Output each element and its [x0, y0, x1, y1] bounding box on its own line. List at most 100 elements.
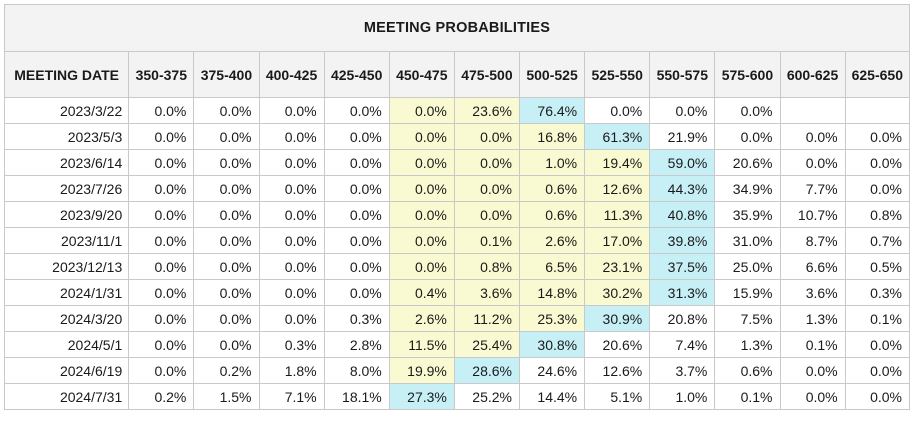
table-row: 2024/6/19 0.0% 0.2% 1.8% 8.0% 19.9% 28.6% 24.6%…	[3, 357, 911, 384]
probability-cell: 0.0%	[193, 149, 260, 176]
probability-cell: 31.0%	[714, 227, 781, 254]
probability-cell: 2.8%	[323, 331, 390, 358]
probability-cell: 0.5%	[844, 253, 911, 280]
probability-cell: 0.7%	[844, 227, 911, 254]
probability-cell: 7.5%	[714, 305, 781, 332]
column-header-550-575: 550-575	[649, 51, 716, 98]
probability-cell: 34.9%	[714, 175, 781, 202]
probability-cell: 7.7%	[779, 175, 846, 202]
probability-cell	[844, 97, 911, 124]
probability-cell: 1.0%	[518, 149, 586, 176]
probability-cell: 40.8%	[649, 201, 716, 228]
probability-cell: 24.6%	[518, 357, 586, 384]
probability-cell: 0.1%	[844, 305, 911, 332]
table-row: 2023/7/26 0.0% 0.0% 0.0% 0.0% 0.0% 0.0% 0.6% 12.…	[3, 175, 911, 202]
probability-cell: 0.0%	[779, 383, 846, 410]
probability-cell: 0.0%	[844, 357, 911, 384]
probability-cell: 0.0%	[323, 175, 390, 202]
probability-cell: 0.0%	[193, 253, 260, 280]
probability-cell: 25.2%	[453, 383, 521, 410]
probability-cell: 0.0%	[258, 149, 325, 176]
probability-cell: 0.0%	[128, 175, 195, 202]
probability-cell: 0.0%	[453, 201, 521, 228]
probability-cell: 30.2%	[584, 279, 651, 306]
table-row: 2023/12/13 0.0% 0.0% 0.0% 0.0% 0.0% 0.8% 6.5% 23…	[3, 253, 911, 280]
probability-cell: 14.4%	[518, 383, 586, 410]
probability-cell: 0.4%	[388, 279, 455, 306]
table-row: 2023/9/20 0.0% 0.0% 0.0% 0.0% 0.0% 0.0% 0.6% 11.…	[3, 201, 911, 228]
probability-cell: 23.6%	[453, 97, 521, 124]
table-body: 2023/3/22 0.0% 0.0% 0.0% 0.0% 0.0% 23.6% 76.4% 0…	[3, 97, 911, 410]
probability-cell: 0.0%	[258, 279, 325, 306]
meeting-date-cell: 2023/11/1	[3, 227, 130, 254]
meeting-date-cell: 2024/7/31	[3, 383, 130, 410]
probability-cell: 8.0%	[323, 357, 390, 384]
probability-cell: 0.0%	[258, 201, 325, 228]
probability-cell: 0.0%	[193, 331, 260, 358]
column-header-350-375: 350-375	[128, 51, 195, 98]
probability-cell: 0.0%	[258, 97, 325, 124]
column-header-400-425: 400-425	[258, 51, 325, 98]
probability-cell: 6.5%	[518, 253, 586, 280]
probability-cell: 5.1%	[584, 383, 651, 410]
meeting-date-cell: 2023/7/26	[3, 175, 130, 202]
probability-cell: 16.8%	[518, 123, 586, 150]
probability-cell: 76.4%	[518, 97, 586, 124]
probability-cell: 0.0%	[128, 331, 195, 358]
probability-cell: 28.6%	[453, 357, 521, 384]
probability-cell: 0.0%	[323, 279, 390, 306]
probability-cell: 0.1%	[453, 227, 521, 254]
probability-cell: 20.6%	[714, 149, 781, 176]
probability-cell: 0.0%	[388, 123, 455, 150]
probability-cell: 0.0%	[323, 201, 390, 228]
probability-cell: 0.0%	[128, 123, 195, 150]
probability-cell: 0.0%	[584, 97, 651, 124]
column-header-525-550: 525-550	[584, 51, 651, 98]
probability-cell: 8.7%	[779, 227, 846, 254]
probability-cell: 39.8%	[649, 227, 716, 254]
probability-cell: 0.0%	[844, 383, 911, 410]
probability-cell: 0.0%	[844, 175, 911, 202]
probability-cell: 3.6%	[453, 279, 521, 306]
meeting-date-cell: 2024/3/20	[3, 305, 130, 332]
probability-cell: 1.8%	[258, 357, 325, 384]
table-row: 2023/6/14 0.0% 0.0% 0.0% 0.0% 0.0% 0.0% 1.0% 19.…	[3, 149, 911, 176]
probability-cell: 11.3%	[584, 201, 651, 228]
meeting-date-cell: 2023/6/14	[3, 149, 130, 176]
probability-cell: 1.0%	[649, 383, 716, 410]
probability-cell: 23.1%	[584, 253, 651, 280]
probability-cell: 0.0%	[714, 123, 781, 150]
table-row: 2023/5/3 0.0% 0.0% 0.0% 0.0% 0.0% 0.0% 16.8% 61.…	[3, 123, 911, 150]
probability-cell: 0.0%	[388, 97, 455, 124]
probability-cell: 0.8%	[453, 253, 521, 280]
column-header-row: MEETING DATE 350-375 375-400 400-425 425-450…	[3, 51, 911, 98]
probability-cell: 0.0%	[193, 279, 260, 306]
probability-cell: 15.9%	[714, 279, 781, 306]
probability-cell: 44.3%	[649, 175, 716, 202]
probability-cell: 11.2%	[453, 305, 521, 332]
probability-cell: 0.3%	[323, 305, 390, 332]
table-row: 2024/5/1 0.0% 0.0% 0.3% 2.8% 11.5% 25.4% 30.8% 2…	[3, 331, 911, 358]
meeting-date-cell: 2024/6/19	[3, 357, 130, 384]
column-header-600-625: 600-625	[779, 51, 846, 98]
probability-cell: 0.0%	[128, 227, 195, 254]
probability-cell: 0.2%	[128, 383, 195, 410]
probability-cell: 0.0%	[323, 149, 390, 176]
probability-cell: 0.0%	[323, 97, 390, 124]
probabilities-panel: MEETING PROBABILITIES MEETING DATE 350-37…	[3, 4, 911, 410]
probability-cell: 14.8%	[518, 279, 586, 306]
probability-cell: 0.0%	[258, 305, 325, 332]
probability-cell: 0.0%	[128, 253, 195, 280]
column-header-575-600: 575-600	[714, 51, 781, 98]
probability-cell: 25.4%	[453, 331, 521, 358]
meeting-date-cell: 2023/9/20	[3, 201, 130, 228]
probability-cell: 0.0%	[388, 253, 455, 280]
probability-cell: 0.0%	[258, 253, 325, 280]
probability-cell: 25.0%	[714, 253, 781, 280]
table-row: 2024/7/31 0.2% 1.5% 7.1% 18.1% 27.3% 25.2% 14.4…	[3, 383, 911, 410]
probability-cell: 0.0%	[844, 331, 911, 358]
probability-cell: 0.3%	[844, 279, 911, 306]
probability-cell: 30.9%	[584, 305, 651, 332]
probability-cell: 0.0%	[193, 123, 260, 150]
probability-cell: 0.0%	[128, 97, 195, 124]
